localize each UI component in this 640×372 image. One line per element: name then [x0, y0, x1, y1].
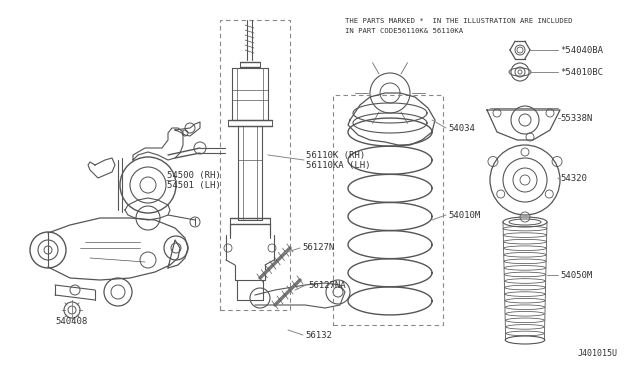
Text: J401015U: J401015U — [578, 349, 618, 358]
Text: THE PARTS MARKED *  IN THE ILLUSTRATION ARE INCLUDED: THE PARTS MARKED * IN THE ILLUSTRATION A… — [345, 18, 573, 24]
Text: 55338N: 55338N — [560, 113, 592, 122]
Text: 56132: 56132 — [305, 330, 332, 340]
Text: 540408: 540408 — [55, 317, 87, 327]
Text: *54040BA: *54040BA — [560, 45, 603, 55]
Text: 56110KA (LH): 56110KA (LH) — [306, 160, 371, 170]
Text: 54501 (LH): 54501 (LH) — [167, 180, 221, 189]
Text: *54010BC: *54010BC — [560, 67, 603, 77]
Text: 56127NA: 56127NA — [308, 280, 346, 289]
Text: 56110K (RH): 56110K (RH) — [306, 151, 365, 160]
Text: 54010M: 54010M — [448, 211, 480, 219]
Text: 56127N: 56127N — [302, 244, 334, 253]
Text: IN PART CODE56110K& 56110KA: IN PART CODE56110K& 56110KA — [345, 28, 463, 34]
Text: 54034: 54034 — [448, 124, 475, 132]
Text: 54320: 54320 — [560, 173, 587, 183]
Text: 54500 (RH): 54500 (RH) — [167, 170, 221, 180]
Text: 54050M: 54050M — [560, 270, 592, 279]
